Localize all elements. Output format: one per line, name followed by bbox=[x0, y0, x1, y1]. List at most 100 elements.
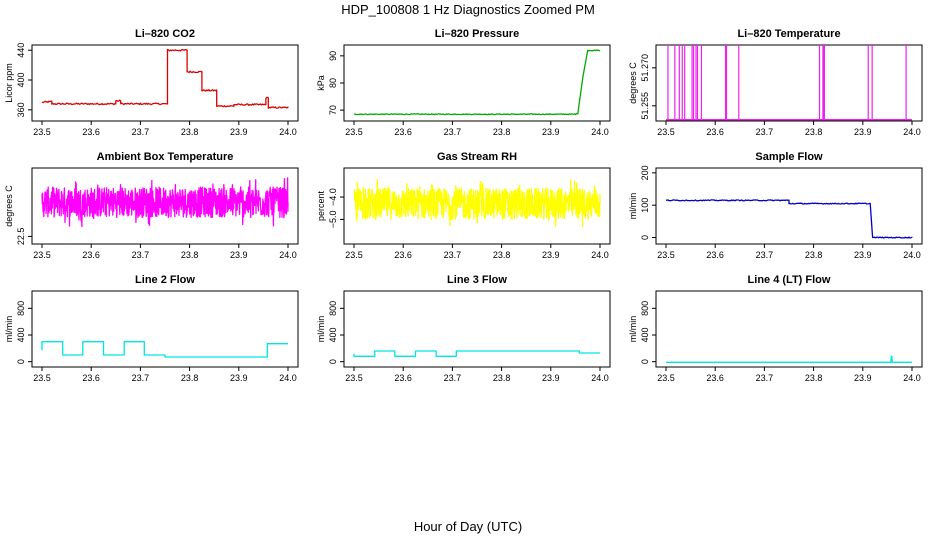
y-tick-label: 400 bbox=[16, 73, 26, 88]
y-tick-label: −5.0 bbox=[328, 211, 338, 229]
y-tick-label: 0 bbox=[640, 359, 650, 364]
x-tick-label: 23.6 bbox=[706, 127, 724, 137]
x-tick-label: 23.6 bbox=[82, 250, 100, 260]
figure-title: HDP_100808 1 Hz Diagnostics Zoomed PM bbox=[341, 2, 595, 17]
x-tick-label: 23.8 bbox=[805, 127, 823, 137]
y-tick-label: 0 bbox=[328, 359, 338, 364]
series-line bbox=[666, 199, 913, 239]
x-tick-label: 24.0 bbox=[903, 250, 921, 260]
y-axis-label: kPa bbox=[316, 75, 326, 91]
y-tick-label: 22.5 bbox=[16, 228, 26, 246]
plot-frame bbox=[343, 167, 611, 245]
panel-title: Line 3 Flow bbox=[447, 274, 507, 286]
x-tick-label: 23.5 bbox=[33, 127, 51, 137]
y-tick-label: 0 bbox=[640, 235, 650, 240]
x-tick-label: 23.8 bbox=[181, 373, 199, 383]
x-tick-label: 23.8 bbox=[493, 373, 511, 383]
x-tick-label: 23.7 bbox=[756, 373, 774, 383]
series-line bbox=[41, 48, 289, 109]
x-tick-label: 23.6 bbox=[706, 373, 724, 383]
x-tick-label: 23.6 bbox=[394, 250, 412, 260]
x-tick-label: 23.6 bbox=[82, 373, 100, 383]
y-tick-label: 90 bbox=[328, 51, 338, 61]
x-axis-label: Hour of Day (UTC) bbox=[413, 519, 523, 534]
x-tick-label: 23.7 bbox=[132, 127, 150, 137]
y-tick-label: 51.255 bbox=[640, 92, 650, 120]
x-tick-label: 23.7 bbox=[444, 373, 462, 383]
y-axis-label: degrees C bbox=[628, 62, 638, 104]
x-tick-label: 23.5 bbox=[33, 250, 51, 260]
y-tick-label: −4.0 bbox=[328, 188, 338, 206]
y-tick-label: 400 bbox=[640, 327, 650, 342]
x-tick-label: 23.8 bbox=[181, 250, 199, 260]
x-tick-label: 24.0 bbox=[279, 127, 297, 137]
x-tick-label: 23.8 bbox=[805, 250, 823, 260]
plot-frame bbox=[655, 290, 923, 368]
y-axis-label: Licor ppm bbox=[4, 63, 14, 103]
panel-title: Gas Stream RH bbox=[437, 151, 517, 163]
x-tick-label: 23.7 bbox=[756, 250, 774, 260]
panel-title: Li–820 Pressure bbox=[435, 28, 519, 40]
x-tick-label: 23.6 bbox=[706, 250, 724, 260]
panel-title: Li–820 CO2 bbox=[135, 28, 195, 40]
x-tick-label: 24.0 bbox=[903, 373, 921, 383]
x-tick-label: 24.0 bbox=[591, 127, 609, 137]
y-tick-label: 400 bbox=[328, 327, 338, 342]
x-tick-label: 23.6 bbox=[394, 127, 412, 137]
plot-frame bbox=[343, 44, 611, 122]
y-tick-label: 100 bbox=[640, 198, 650, 213]
x-tick-label: 23.5 bbox=[345, 373, 363, 383]
x-tick-label: 23.5 bbox=[657, 250, 675, 260]
x-tick-label: 23.8 bbox=[181, 127, 199, 137]
y-tick-label: 800 bbox=[328, 301, 338, 316]
series-line bbox=[354, 49, 601, 116]
x-tick-label: 23.9 bbox=[230, 250, 248, 260]
y-tick-label: 800 bbox=[640, 301, 650, 316]
x-tick-label: 23.7 bbox=[132, 373, 150, 383]
x-tick-label: 23.5 bbox=[345, 250, 363, 260]
y-tick-label: 200 bbox=[640, 165, 650, 180]
series-line bbox=[41, 341, 288, 358]
x-tick-label: 23.5 bbox=[345, 127, 363, 137]
y-tick-label: 0 bbox=[16, 359, 26, 364]
series-line bbox=[353, 178, 601, 228]
plot-frame bbox=[31, 167, 299, 245]
panel-title: Line 2 Flow bbox=[135, 274, 195, 286]
x-tick-label: 23.8 bbox=[805, 373, 823, 383]
x-tick-label: 23.6 bbox=[82, 127, 100, 137]
plot-frame bbox=[655, 167, 923, 245]
y-tick-label: 80 bbox=[328, 78, 338, 88]
series-line bbox=[353, 350, 600, 357]
plot-frame bbox=[655, 44, 923, 122]
y-axis-label: ml/min bbox=[4, 316, 14, 343]
x-tick-label: 23.9 bbox=[542, 250, 560, 260]
x-tick-label: 23.7 bbox=[756, 127, 774, 137]
y-tick-label: 800 bbox=[16, 301, 26, 316]
y-axis-label: ml/min bbox=[316, 316, 326, 343]
x-tick-label: 23.9 bbox=[854, 250, 872, 260]
y-tick-label: 70 bbox=[328, 105, 338, 115]
x-tick-label: 23.9 bbox=[854, 127, 872, 137]
x-tick-label: 23.7 bbox=[132, 250, 150, 260]
x-tick-label: 23.6 bbox=[394, 373, 412, 383]
x-tick-label: 23.9 bbox=[542, 127, 560, 137]
x-tick-label: 23.9 bbox=[230, 127, 248, 137]
x-tick-label: 24.0 bbox=[279, 373, 297, 383]
series-line bbox=[41, 177, 289, 228]
x-tick-label: 24.0 bbox=[591, 250, 609, 260]
x-tick-label: 24.0 bbox=[903, 127, 921, 137]
x-tick-label: 23.7 bbox=[444, 250, 462, 260]
x-tick-label: 23.5 bbox=[657, 127, 675, 137]
x-tick-label: 23.5 bbox=[657, 373, 675, 383]
panel-title: Sample Flow bbox=[755, 151, 823, 163]
panel-title: Li–820 Temperature bbox=[737, 28, 840, 40]
x-tick-label: 23.7 bbox=[444, 127, 462, 137]
x-tick-label: 23.8 bbox=[493, 250, 511, 260]
y-tick-label: 51.270 bbox=[640, 54, 650, 82]
y-tick-label: 440 bbox=[16, 43, 26, 58]
x-tick-label: 23.5 bbox=[33, 373, 51, 383]
y-axis-label: ml/min bbox=[628, 193, 638, 220]
x-tick-label: 24.0 bbox=[591, 373, 609, 383]
series-line bbox=[666, 355, 912, 363]
